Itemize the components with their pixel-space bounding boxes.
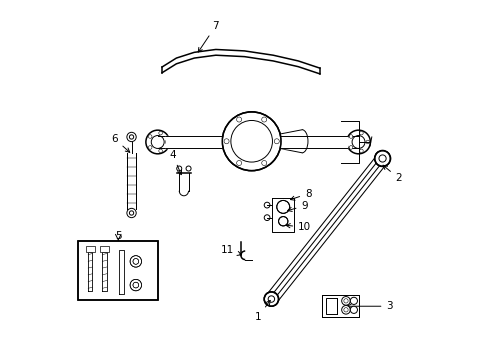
Bar bbox=[321, 295, 359, 317]
Text: 1: 1 bbox=[254, 300, 270, 322]
Text: 7: 7 bbox=[198, 21, 219, 52]
Circle shape bbox=[224, 139, 228, 144]
Polygon shape bbox=[119, 250, 124, 294]
Text: 10: 10 bbox=[285, 222, 311, 232]
Circle shape bbox=[148, 146, 152, 149]
Bar bbox=[100, 246, 109, 252]
Circle shape bbox=[274, 139, 279, 144]
Circle shape bbox=[222, 112, 281, 171]
Bar bbox=[78, 241, 158, 300]
Circle shape bbox=[130, 256, 142, 267]
Circle shape bbox=[130, 279, 142, 291]
Circle shape bbox=[236, 117, 241, 122]
Circle shape bbox=[349, 306, 357, 314]
Circle shape bbox=[133, 258, 139, 264]
Circle shape bbox=[366, 140, 369, 144]
Text: 6: 6 bbox=[111, 134, 129, 152]
Circle shape bbox=[343, 308, 347, 312]
Circle shape bbox=[165, 140, 168, 144]
Text: 9: 9 bbox=[287, 201, 307, 211]
Circle shape bbox=[264, 292, 278, 306]
Circle shape bbox=[236, 161, 241, 166]
Circle shape bbox=[278, 217, 287, 226]
Text: 5: 5 bbox=[115, 231, 122, 240]
Circle shape bbox=[349, 297, 357, 305]
Circle shape bbox=[159, 131, 162, 135]
Circle shape bbox=[176, 166, 182, 171]
Circle shape bbox=[374, 150, 389, 166]
Bar bbox=[85, 246, 95, 252]
Bar bbox=[325, 298, 336, 314]
Circle shape bbox=[359, 131, 363, 135]
Text: 11: 11 bbox=[220, 245, 241, 255]
Bar bbox=[321, 295, 359, 317]
Circle shape bbox=[348, 146, 352, 149]
Circle shape bbox=[341, 306, 349, 314]
Circle shape bbox=[133, 282, 139, 288]
Circle shape bbox=[185, 166, 191, 171]
Circle shape bbox=[343, 299, 347, 303]
Text: 2: 2 bbox=[382, 165, 401, 183]
Circle shape bbox=[359, 149, 363, 153]
Bar bbox=[78, 241, 158, 300]
Circle shape bbox=[159, 149, 162, 153]
Text: 4: 4 bbox=[169, 150, 181, 175]
Circle shape bbox=[261, 161, 266, 166]
Circle shape bbox=[348, 135, 352, 138]
Circle shape bbox=[148, 135, 152, 138]
Text: 3: 3 bbox=[346, 301, 392, 311]
Circle shape bbox=[276, 201, 289, 213]
Text: 8: 8 bbox=[290, 189, 311, 200]
Circle shape bbox=[341, 297, 349, 305]
Circle shape bbox=[261, 117, 266, 122]
